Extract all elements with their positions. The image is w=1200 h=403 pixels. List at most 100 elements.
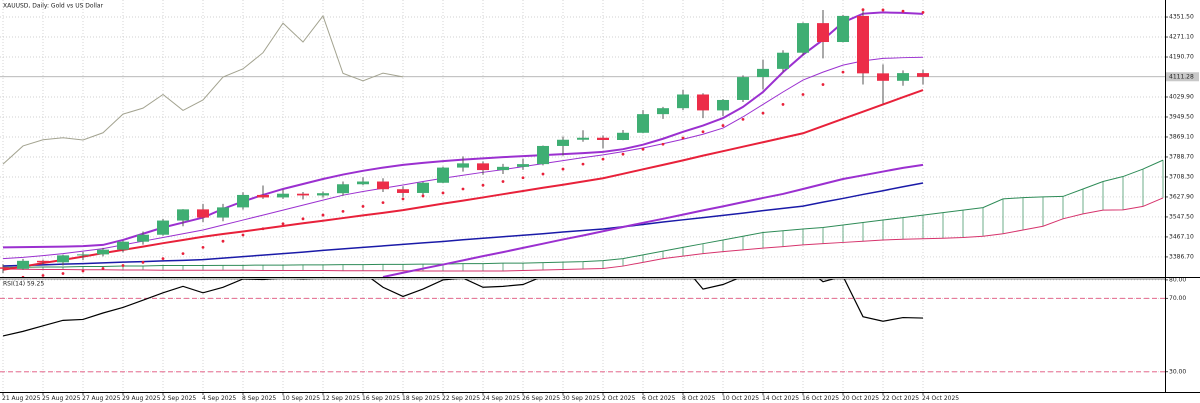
x-tick-label: 24 Oct 2025 — [922, 395, 959, 402]
candle-body — [337, 184, 349, 194]
sar-dot — [681, 136, 685, 140]
sar-dot — [781, 103, 785, 106]
candle-body — [917, 73, 929, 77]
candle-body — [697, 94, 709, 111]
candle-body — [137, 234, 149, 242]
sar-dot — [261, 227, 265, 231]
candle-body — [77, 254, 89, 256]
sar-dot — [581, 162, 585, 166]
candle-body — [117, 241, 129, 250]
y-tick-label: 80.00 — [1169, 276, 1186, 283]
candle-body — [597, 137, 609, 140]
sar-dot — [601, 157, 605, 161]
chart-title: XAUUSD, Daily: Gold vs US Dollar — [3, 3, 104, 10]
candle-body — [757, 68, 769, 78]
x-tick-label: 16 Sep 2025 — [362, 395, 400, 402]
sar-dot — [841, 70, 845, 74]
x-tick-label: 25 Aug 2025 — [42, 395, 81, 402]
y-tick-label: 3386.70 — [1169, 253, 1194, 260]
candle-body — [777, 52, 789, 69]
sar-dot — [21, 275, 25, 277]
candle-body — [277, 193, 289, 198]
sar-dot — [701, 130, 705, 134]
sar-dot — [641, 147, 645, 151]
candle-body — [577, 137, 589, 140]
y-tick-label: 4190.70 — [1169, 54, 1194, 61]
candle-body — [257, 194, 269, 198]
indicator-line — [2, 56, 924, 260]
candle-body — [217, 207, 229, 218]
sar-dot — [241, 233, 245, 237]
x-tick-label: 27 Aug 2025 — [82, 395, 121, 402]
sar-dot — [221, 239, 225, 243]
x-tick-label: 24 Sep 2025 — [482, 395, 520, 402]
candle-body — [197, 209, 209, 218]
candle-body — [377, 181, 389, 190]
x-tick-label: 20 Oct 2025 — [842, 395, 879, 402]
indicator-line — [2, 89, 924, 271]
y-tick-label: 70.00 — [1169, 295, 1186, 302]
candle-body — [717, 99, 729, 111]
sar-dot — [921, 11, 925, 14]
candle-body — [37, 260, 49, 263]
sar-dot — [801, 93, 805, 96]
x-tick-label: 8 Oct 2025 — [682, 395, 715, 402]
candle-body — [297, 193, 309, 196]
sar-dot — [481, 183, 485, 187]
sar-dot — [201, 246, 205, 249]
x-tick-label: 8 Sep 2025 — [242, 395, 276, 402]
sar-dot — [81, 269, 85, 273]
candle-body — [497, 166, 509, 171]
x-tick-label: 21 Aug 2025 — [2, 395, 41, 402]
x-tick-label: 26 Sep 2025 — [522, 395, 560, 402]
y-tick-label: 3869.10 — [1169, 133, 1194, 140]
rsi-title: RSI(14) 59.25 — [3, 281, 44, 288]
candle-body — [657, 108, 669, 115]
candle-body — [97, 249, 109, 255]
sar-dot — [761, 111, 765, 115]
main-panel — [0, 8, 1165, 277]
x-tick-label: 12 Sep 2025 — [322, 395, 360, 402]
y-tick-label: 3788.70 — [1169, 153, 1194, 160]
x-tick-label: 10 Sep 2025 — [282, 395, 320, 402]
sar-dot — [661, 142, 665, 146]
sar-dot — [721, 124, 725, 127]
sar-dot — [421, 194, 425, 198]
candle-body — [397, 189, 409, 193]
x-tick-label: 22 Sep 2025 — [442, 395, 480, 402]
x-tick-label: 18 Sep 2025 — [402, 395, 440, 402]
indicator-line — [382, 163, 924, 277]
sar-dot — [141, 260, 145, 264]
candle-body — [857, 15, 869, 74]
candle-body — [237, 194, 249, 208]
sar-dot — [381, 201, 385, 205]
candle-body — [737, 77, 749, 100]
candle-body — [637, 114, 649, 133]
x-tick-label: 2 Sep 2025 — [162, 395, 196, 402]
y-tick-label: 4351.50 — [1169, 14, 1194, 21]
sar-dot — [621, 152, 625, 156]
candle-body — [417, 182, 429, 193]
candle-body — [877, 73, 889, 81]
candle-body — [897, 73, 909, 81]
sar-dot — [501, 180, 505, 183]
axis-layer: 4351.50 4271.10 4190.70 4029.90 3949.50 3869.… — [2, 14, 1199, 402]
grid-layer — [0, 0, 1165, 392]
x-tick-label: 4 Sep 2025 — [202, 395, 236, 402]
candle-body — [437, 167, 449, 183]
candle-body — [157, 220, 169, 235]
candle-body — [617, 132, 629, 140]
candle-body — [677, 94, 689, 109]
candle-body — [837, 15, 849, 43]
sar-dot — [341, 209, 345, 213]
sar-dot — [741, 117, 745, 121]
y-tick-label: 3708.30 — [1169, 173, 1194, 180]
y-tick-label: 3627.90 — [1169, 193, 1194, 200]
x-tick-label: 30 Sep 2025 — [562, 395, 600, 402]
cloud-line-b — [2, 197, 1164, 272]
sar-dot — [121, 264, 125, 267]
sar-dot — [301, 217, 305, 221]
sar-dot — [61, 272, 65, 275]
